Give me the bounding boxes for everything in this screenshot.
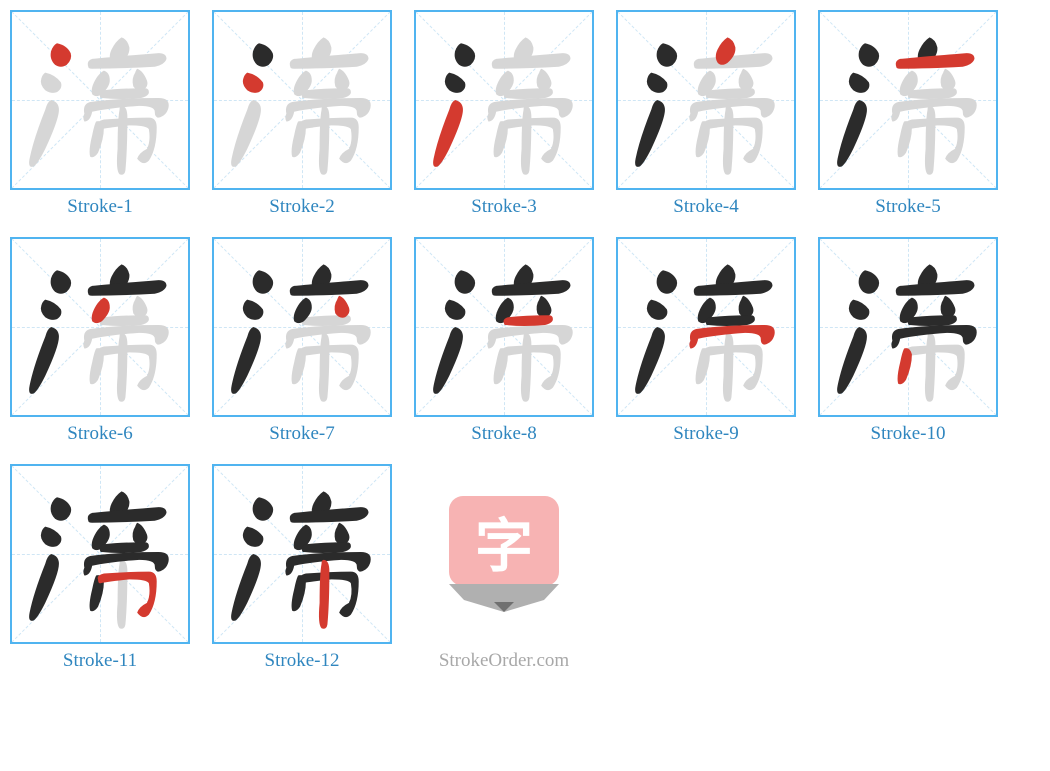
site-label: StrokeOrder.com [414, 650, 594, 672]
stroke-order-grid: Stroke-1 Stroke-2 Stroke-3 Stroke-4 Stroke-5… [10, 10, 1040, 672]
stroke-caption: Stroke-4 [616, 196, 796, 219]
stroke-caption: Stroke-7 [212, 423, 392, 446]
stroke-panel-7: Stroke-7 [212, 237, 392, 446]
stroke-box [616, 237, 796, 417]
stroke-box [10, 237, 190, 417]
stroke-caption: Stroke-11 [10, 650, 190, 673]
stroke-panel-1: Stroke-1 [10, 10, 190, 219]
stroke-box [414, 10, 594, 190]
stroke-box [212, 237, 392, 417]
stroke-panel-11: Stroke-11 [10, 464, 190, 673]
watermark-character: 字 [475, 499, 533, 583]
stroke-panel-6: Stroke-6 [10, 237, 190, 446]
watermark-cell: 字 StrokeOrder.com [414, 464, 594, 673]
stroke-caption: Stroke-10 [818, 423, 998, 446]
stroke-box [10, 10, 190, 190]
stroke-panel-3: Stroke-3 [414, 10, 594, 219]
stroke-box [414, 237, 594, 417]
stroke-panel-2: Stroke-2 [212, 10, 392, 219]
stroke-box [212, 10, 392, 190]
stroke-caption: Stroke-5 [818, 196, 998, 219]
stroke-caption: Stroke-2 [212, 196, 392, 219]
stroke-caption: Stroke-3 [414, 196, 594, 219]
stroke-box [818, 10, 998, 190]
site-watermark: 字 [414, 464, 594, 644]
pencil-icon [449, 584, 559, 612]
stroke-caption: Stroke-12 [212, 650, 392, 673]
stroke-panel-12: Stroke-12 [212, 464, 392, 673]
stroke-caption: Stroke-6 [10, 423, 190, 446]
stroke-box [10, 464, 190, 644]
stroke-panel-10: Stroke-10 [818, 237, 998, 446]
stroke-panel-8: Stroke-8 [414, 237, 594, 446]
stroke-panel-9: Stroke-9 [616, 237, 796, 446]
stroke-panel-5: Stroke-5 [818, 10, 998, 219]
stroke-caption: Stroke-1 [10, 196, 190, 219]
stroke-box [818, 237, 998, 417]
stroke-caption: Stroke-8 [414, 423, 594, 446]
watermark-badge: 字 [449, 496, 559, 586]
stroke-caption: Stroke-9 [616, 423, 796, 446]
stroke-panel-4: Stroke-4 [616, 10, 796, 219]
stroke-box [212, 464, 392, 644]
stroke-box [616, 10, 796, 190]
